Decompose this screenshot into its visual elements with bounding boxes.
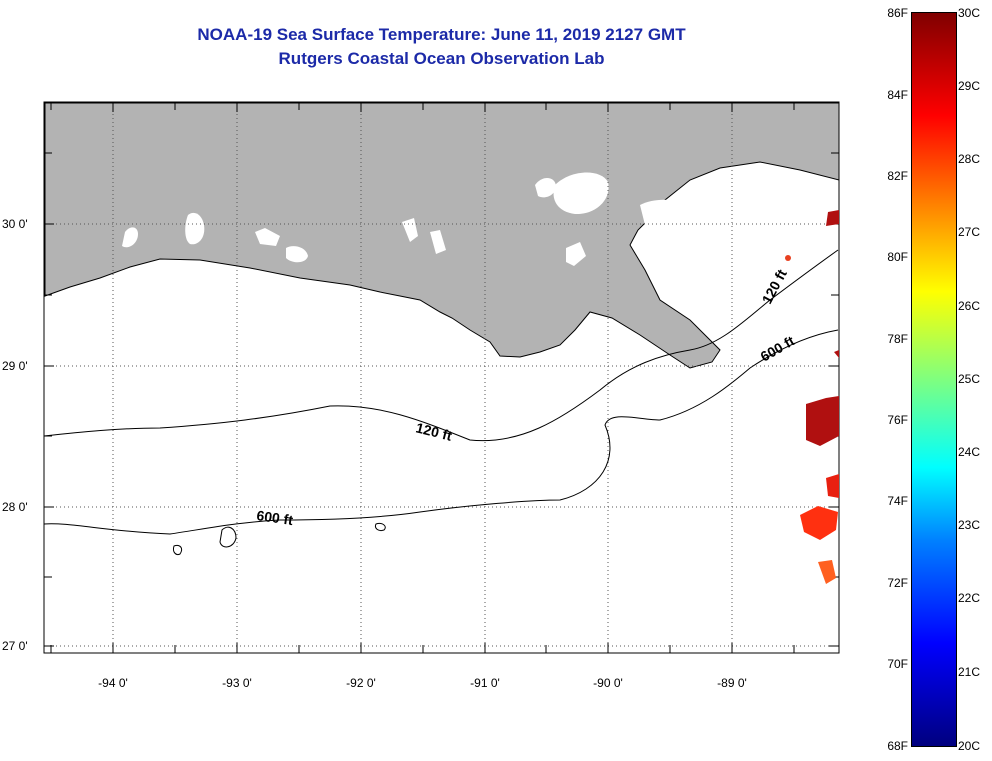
colorbar-c-label: 20C (958, 739, 981, 753)
contour-label-600-east: 600 ft (758, 332, 798, 364)
colorbar-c-label: 23C (958, 518, 981, 532)
contour-label-600-west: 600 ft (256, 507, 295, 528)
graticule (44, 102, 839, 653)
lat-label: 27 0' (2, 639, 28, 653)
colorbar-c-label: 27C (958, 225, 981, 239)
contour-label-120-east: 120 ft (759, 266, 790, 306)
colorbar-c-label: 26C (958, 299, 981, 313)
colorbar-c-label: 30C (958, 6, 981, 20)
lon-label: -93 0' (222, 676, 252, 690)
sst-warm-patches (785, 210, 839, 584)
colorbar-c-label: 25C (958, 372, 981, 386)
lon-label: -92 0' (346, 676, 376, 690)
colorbar-f-label: 68F (887, 739, 908, 753)
contour-120ft (43, 249, 839, 442)
colorbar-c-label: 21C (958, 665, 981, 679)
colorbar-c-label: 29C (958, 79, 981, 93)
contour-islet-2 (173, 545, 183, 555)
colorbar-f-label: 86F (887, 6, 908, 20)
lon-label: -89 0' (717, 676, 747, 690)
map-frame (43, 101, 840, 654)
colorbar-f-label: 78F (887, 332, 908, 346)
contour-600ft (43, 329, 839, 535)
colorbar-f-label: 74F (887, 494, 908, 508)
lon-label: -91 0' (470, 676, 500, 690)
axis-ticks (44, 102, 839, 653)
lat-label: 30 0' (2, 217, 28, 231)
colorbar-f-label: 72F (887, 576, 908, 590)
colorbar-f-label: 80F (887, 250, 908, 264)
colorbar-c-label: 24C (958, 445, 981, 459)
colorbar-c-label: 22C (958, 591, 981, 605)
colorbar-f-label: 82F (887, 169, 908, 183)
lon-label: -94 0' (98, 676, 128, 690)
colorbar-f-label: 70F (887, 657, 908, 671)
contour-label-120-west: 120 ft (414, 419, 454, 443)
lat-label: 29 0' (2, 359, 28, 373)
inland-lakes (122, 172, 705, 266)
colorbar-f-label: 76F (887, 413, 908, 427)
temperature-colorbar (911, 12, 957, 747)
land-mass (44, 102, 840, 369)
contour-islet-3 (375, 523, 386, 531)
map-subtitle: Rutgers Coastal Ocean Observation Lab (278, 49, 605, 68)
colorbar-c-label: 28C (958, 152, 981, 166)
map-title: NOAA-19 Sea Surface Temperature: June 11… (197, 25, 686, 44)
lon-label: -90 0' (593, 676, 623, 690)
contour-islet-1 (219, 526, 237, 548)
colorbar-f-label: 84F (887, 88, 908, 102)
lat-label: 28 0' (2, 500, 28, 514)
